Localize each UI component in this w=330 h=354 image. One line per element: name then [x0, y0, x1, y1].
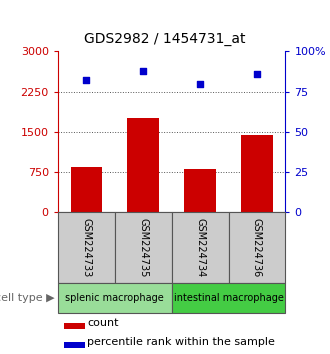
Bar [228, 212, 285, 283]
Bar [115, 212, 172, 283]
Text: GSM224736: GSM224736 [252, 218, 262, 278]
Bar [58, 283, 172, 313]
Bar [64, 323, 85, 329]
Text: GSM224734: GSM224734 [195, 218, 205, 278]
Bar [172, 212, 228, 283]
Point [141, 68, 146, 74]
Text: count: count [87, 318, 119, 328]
Bar [127, 119, 159, 212]
Point [197, 81, 203, 86]
Text: percentile rank within the sample: percentile rank within the sample [87, 337, 275, 347]
Bar [71, 167, 102, 212]
Text: cell type ▶: cell type ▶ [0, 293, 54, 303]
Text: intestinal macrophage: intestinal macrophage [174, 293, 283, 303]
Bar [64, 342, 85, 348]
Bar [241, 135, 273, 212]
Bar [172, 283, 285, 313]
Text: GSM224733: GSM224733 [81, 218, 91, 278]
Text: GSM224735: GSM224735 [138, 218, 148, 278]
Text: GDS2982 / 1454731_at: GDS2982 / 1454731_at [84, 32, 246, 46]
Point [254, 71, 260, 77]
Bar [184, 170, 216, 212]
Text: splenic macrophage: splenic macrophage [65, 293, 164, 303]
Bar [58, 212, 115, 283]
Point [83, 78, 89, 83]
